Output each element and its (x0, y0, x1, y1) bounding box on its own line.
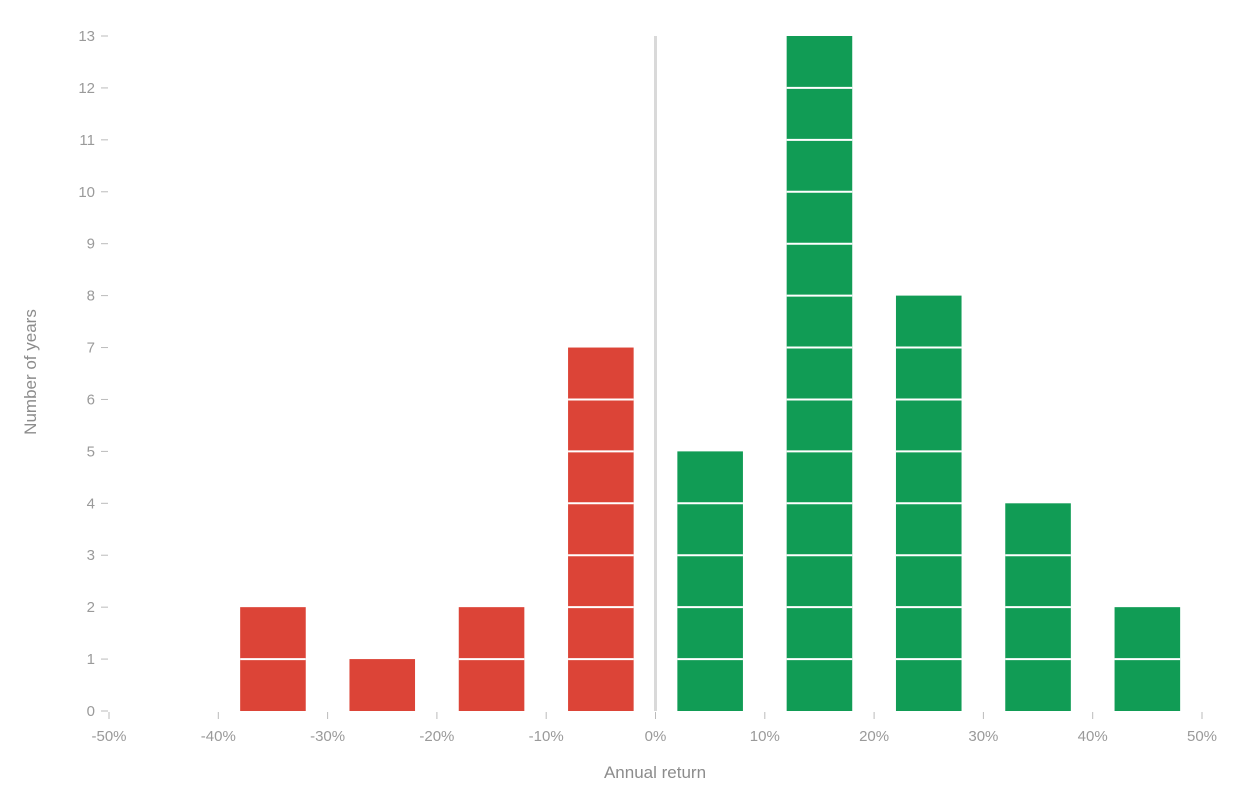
histogram-bar (458, 607, 525, 711)
x-tick-label: 40% (1078, 728, 1108, 745)
y-tick-label: 5 (87, 443, 95, 460)
x-tick-label: -40% (201, 728, 236, 745)
histogram-bar (786, 36, 853, 711)
histogram-bar (1005, 503, 1071, 711)
y-tick-label: 13 (78, 28, 95, 45)
y-tick-label: 8 (87, 288, 95, 305)
x-tick-label: 30% (968, 728, 998, 745)
y-tick-label: 10 (78, 184, 95, 201)
histogram-bar (1114, 607, 1181, 711)
bar-fill (568, 347, 634, 711)
bar-fill (349, 659, 416, 711)
y-tick-label: 3 (87, 547, 95, 564)
histogram-bar (568, 347, 634, 711)
y-tick-label: 0 (87, 703, 95, 720)
y-tick-label: 7 (87, 340, 95, 357)
y-tick-label: 1 (87, 651, 95, 668)
x-axis-title: Annual return (604, 763, 706, 782)
x-tick-label: 10% (750, 728, 780, 745)
x-tick-label: -20% (419, 728, 454, 745)
x-tick-label: 20% (859, 728, 889, 745)
bar-fill (677, 451, 743, 711)
x-tick-label: 50% (1187, 728, 1217, 745)
x-tick-label: -10% (529, 728, 564, 745)
x-tick-label: -50% (91, 728, 126, 745)
x-tick-label: -30% (310, 728, 345, 745)
y-tick-label: 11 (79, 132, 95, 149)
histogram-bar (349, 659, 416, 711)
histogram-bar (240, 607, 306, 711)
y-axis-title: Number of years (21, 309, 40, 435)
y-tick-label: 12 (78, 80, 95, 97)
bar-fill (786, 36, 853, 711)
histogram-bar (895, 295, 962, 711)
histogram-bar (677, 451, 743, 711)
y-tick-label: 6 (87, 391, 95, 408)
bars-group (240, 36, 1181, 711)
y-tick-label: 2 (87, 599, 95, 616)
y-tick-label: 4 (87, 495, 95, 512)
x-tick-label: 0% (645, 728, 667, 745)
x-axis: -50% -40% -30% -20% -10% 0% 10% 20% 30% 40% 50% (91, 712, 1217, 745)
y-tick-label: 9 (87, 236, 95, 253)
